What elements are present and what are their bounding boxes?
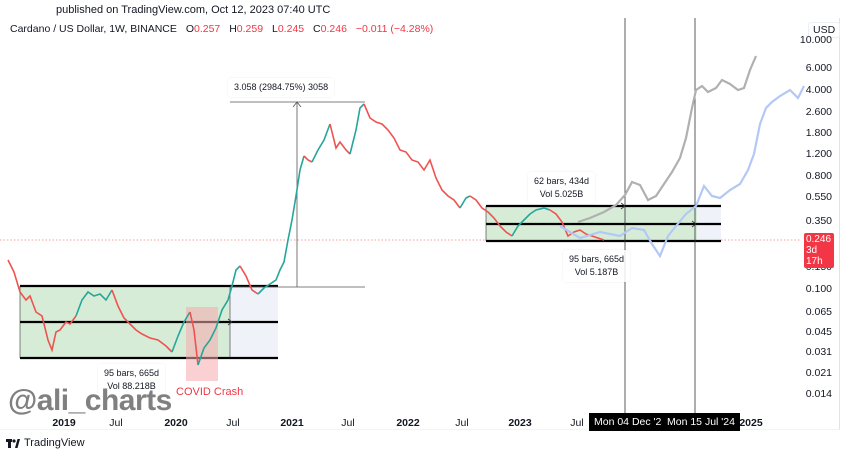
y-tick: 1.200	[805, 148, 832, 160]
x-tick: Jul	[109, 417, 123, 429]
x-tick: 2022	[396, 417, 420, 429]
x-tick: 2025	[739, 417, 763, 429]
y-tick: 0.045	[805, 326, 832, 338]
range2-top-stats: 62 bars, 434d Vol 5.025B	[528, 172, 596, 204]
x-tick: Jul	[341, 417, 355, 429]
y-tick: 1.800	[805, 127, 832, 139]
high-value: 0.259	[236, 23, 264, 35]
tradingview-icon	[6, 438, 20, 448]
bar-countdown: 3d 17h	[806, 245, 823, 267]
range1-stats: 95 bars, 665d Vol 88.218B	[98, 364, 166, 396]
open-value: 0.257	[194, 23, 221, 35]
y-tick: 0.350	[805, 215, 832, 227]
x-tick: 2021	[280, 417, 304, 429]
x-tick: Jul	[455, 417, 469, 429]
y-tick: 6.000	[805, 62, 832, 74]
rally-measure-label: 3.058 (2984.75%) 3058	[228, 78, 335, 97]
y-tick: 0.100	[805, 283, 832, 295]
chart-frame[interactable]	[0, 18, 840, 430]
candlestick-series	[7, 103, 605, 366]
symbol-legend[interactable]: Cardano / US Dollar, 1W, BINANCE O0.257 …	[10, 23, 434, 35]
x-tick: Jul	[570, 417, 584, 429]
x-tick: 2020	[164, 417, 188, 429]
y-tick: 0.021	[805, 367, 832, 379]
y-tick: 2.600	[805, 106, 832, 118]
currency-badge[interactable]: USD	[808, 22, 841, 38]
projection-gray	[577, 55, 758, 224]
author-watermark: @ali_charts	[8, 384, 172, 417]
y-tick: 0.550	[805, 191, 832, 203]
published-info: published on TradingView.com, Oct 12, 20…	[56, 4, 331, 16]
x-tick: 2023	[508, 417, 532, 429]
y-tick: 10.000	[799, 34, 832, 46]
symbol-name: Cardano / US Dollar, 1W, BINANCE	[10, 23, 177, 35]
date-marker-dec-2023[interactable]: Mon 04 Dec '23	[589, 413, 673, 431]
projection-blue	[559, 85, 805, 259]
low-value: 0.245	[277, 23, 305, 35]
x-tick: 2019	[52, 417, 76, 429]
y-tick: 0.800	[805, 170, 832, 182]
y-tick: 0.065	[805, 306, 832, 318]
x-tick: Jul	[226, 417, 240, 429]
change-value: −0.011 (−4.28%)	[355, 23, 434, 35]
range2-bottom-stats: 95 bars, 665d Vol 5.187B	[563, 250, 631, 282]
current-price-tag: 0.246 3d 17h	[804, 233, 834, 268]
close-value: 0.246	[320, 23, 347, 35]
covid-crash-label: COVID Crash	[176, 386, 244, 398]
y-tick: 0.031	[805, 346, 832, 358]
date-marker-jul-2024[interactable]: Mon 15 Jul '24	[662, 413, 740, 431]
y-tick: 4.000	[805, 84, 832, 96]
tradingview-logo[interactable]: TradingView	[6, 437, 85, 449]
y-tick: 0.014	[805, 388, 832, 400]
